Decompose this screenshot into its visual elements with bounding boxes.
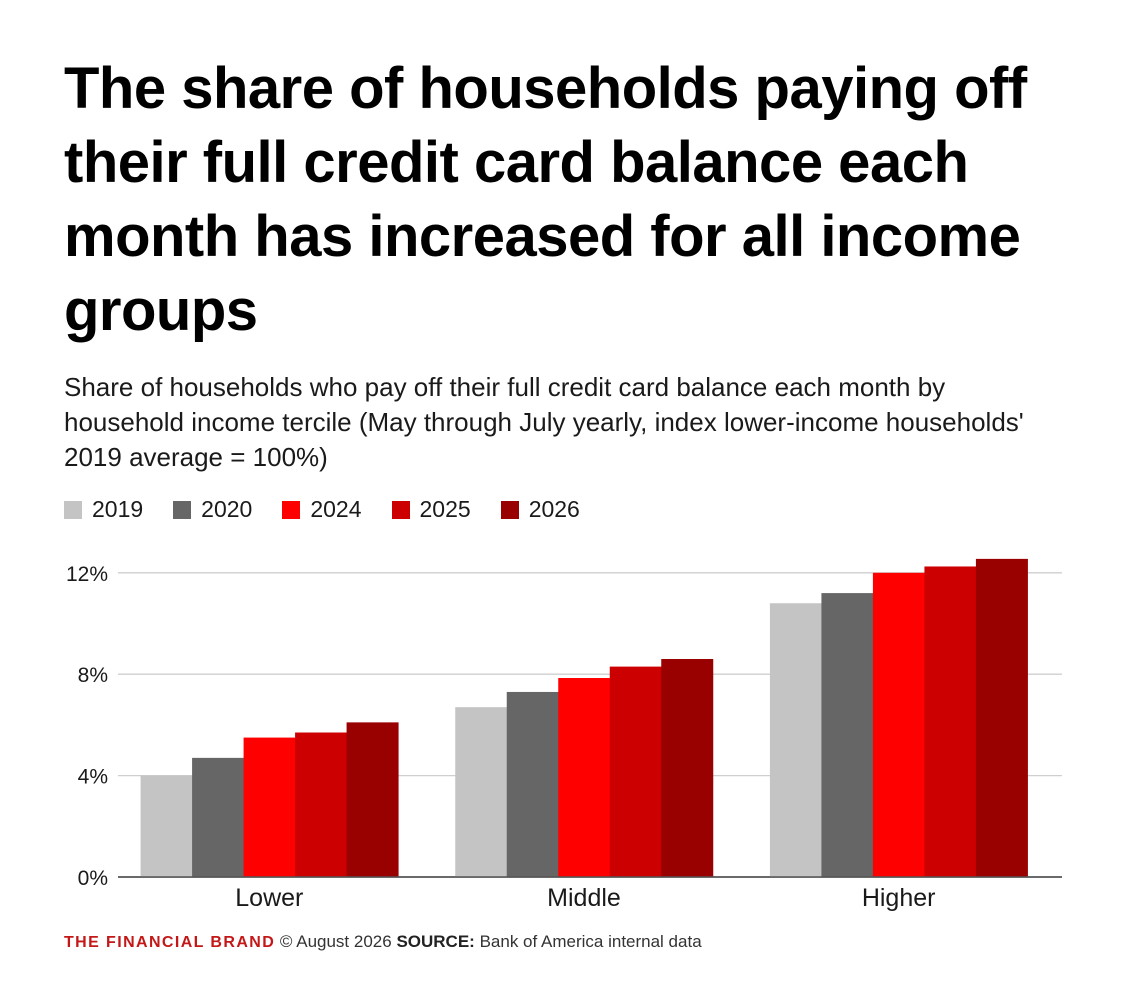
legend-swatch bbox=[64, 500, 82, 519]
bar-chart: 0% 4% 8% 12% Lower Middle Higher bbox=[66, 558, 1062, 912]
bar-higher-2019 bbox=[769, 603, 822, 877]
legend-item-2024: 2024 bbox=[282, 496, 362, 523]
legend-label: 2024 bbox=[310, 496, 362, 522]
legend-swatch bbox=[500, 500, 519, 519]
chart-subtitle: Share of households who pay off their fu… bbox=[64, 372, 1024, 472]
bar-middle-2019 bbox=[455, 707, 508, 877]
legend-label: 2020 bbox=[201, 496, 253, 522]
bar-lower-2020 bbox=[192, 757, 245, 877]
bar-middle-2025 bbox=[609, 666, 662, 877]
y-tick-label: 8% bbox=[78, 664, 108, 687]
legend-swatch bbox=[391, 500, 410, 519]
y-tick-label: 0% bbox=[78, 867, 108, 890]
bar-higher-2024 bbox=[872, 572, 925, 877]
brand-logo-text: THE FINANCIAL BRAND bbox=[64, 934, 276, 951]
y-tick-label: 4% bbox=[78, 766, 108, 789]
legend-swatch bbox=[173, 500, 192, 519]
x-tick-label: Lower bbox=[235, 884, 303, 912]
legend-swatch bbox=[282, 500, 301, 519]
bar-lower-2019 bbox=[140, 775, 193, 877]
bar-middle-2024 bbox=[558, 678, 611, 877]
y-tick-label: 12% bbox=[66, 563, 108, 586]
source-label: SOURCE: bbox=[396, 932, 475, 951]
x-tick-label: Higher bbox=[862, 884, 936, 912]
legend-item-2019: 2019 bbox=[64, 496, 143, 523]
bar-higher-2020 bbox=[821, 593, 874, 877]
x-tick-label: Middle bbox=[547, 884, 621, 912]
legend-label: 2025 bbox=[419, 496, 471, 522]
legend-item-2025: 2025 bbox=[391, 496, 471, 523]
chart-title: The share of households paying off their… bbox=[64, 56, 1027, 343]
chart-legend: 2019 2020 2024 2025 2026 bbox=[64, 496, 610, 523]
bar-middle-2026 bbox=[661, 659, 714, 877]
source-text: Bank of America internal data bbox=[479, 932, 702, 951]
legend-item-2020: 2020 bbox=[173, 496, 252, 523]
legend-label: 2019 bbox=[92, 496, 144, 522]
bar-middle-2020 bbox=[506, 691, 559, 877]
bar-lower-2024 bbox=[243, 737, 296, 877]
bar-lower-2025 bbox=[295, 732, 348, 877]
legend-item-2026: 2026 bbox=[500, 496, 580, 523]
legend-label: 2026 bbox=[528, 496, 580, 522]
footer: THE FINANCIAL BRAND © August 2026 SOURCE… bbox=[64, 932, 702, 952]
footer-date: © August 2026 bbox=[279, 932, 392, 951]
bar-higher-2026 bbox=[975, 558, 1028, 877]
bar-lower-2026 bbox=[346, 722, 399, 877]
bar-higher-2025 bbox=[924, 566, 977, 877]
